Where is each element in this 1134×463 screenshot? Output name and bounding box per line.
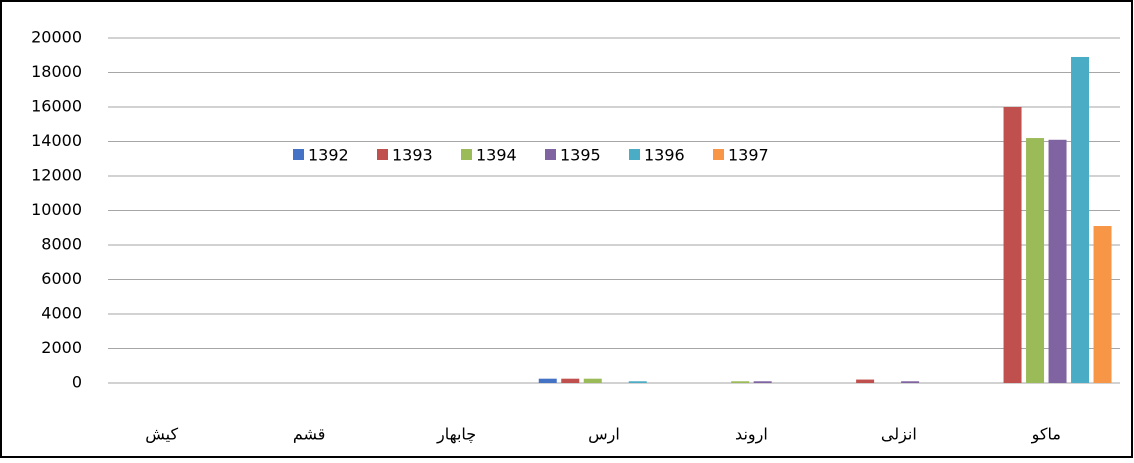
x-tick-label: قشم xyxy=(293,425,326,444)
y-tick-label: 4000 xyxy=(41,304,82,323)
y-tick-label: 8000 xyxy=(41,235,82,254)
legend-swatch xyxy=(461,149,472,160)
legend-swatch xyxy=(629,149,640,160)
y-tick-label: 2000 xyxy=(41,338,82,357)
legend-label: 1397 xyxy=(728,146,769,165)
x-tick-label: چابهار xyxy=(436,425,476,445)
bar xyxy=(901,381,920,383)
bar xyxy=(856,379,875,383)
legend-label: 1393 xyxy=(392,146,433,165)
bar xyxy=(538,378,557,383)
bar xyxy=(1048,139,1067,383)
y-tick-label: 14000 xyxy=(31,131,82,150)
bar xyxy=(1026,138,1045,383)
bar xyxy=(731,381,750,383)
y-tick-label: 20000 xyxy=(31,28,82,47)
x-tick-label: کیش xyxy=(145,425,178,445)
legend-swatch xyxy=(293,149,304,160)
legend-label: 1396 xyxy=(644,146,685,165)
x-tick-label: انزلی xyxy=(881,425,917,445)
legend-swatch xyxy=(713,149,724,160)
y-tick-label: 18000 xyxy=(31,62,82,81)
bar xyxy=(1003,107,1022,383)
legend-label: 1394 xyxy=(476,146,517,165)
bar xyxy=(753,381,772,383)
x-tick-label: ارس xyxy=(588,425,620,445)
y-tick-label: 12000 xyxy=(31,166,82,185)
y-tick-label: 0 xyxy=(72,373,82,392)
y-tick-label: 16000 xyxy=(31,97,82,116)
legend-label: 1395 xyxy=(560,146,601,165)
legend-label: 1392 xyxy=(308,146,349,165)
x-tick-label: ماکو xyxy=(1031,425,1061,445)
y-tick-label: 10000 xyxy=(31,200,82,219)
legend-swatch xyxy=(545,149,556,160)
bar xyxy=(1071,56,1090,383)
bar xyxy=(583,378,602,383)
bar xyxy=(561,378,580,383)
bar xyxy=(1093,226,1112,383)
y-tick-label: 6000 xyxy=(41,269,82,288)
bar xyxy=(628,381,647,383)
x-tick-label: اروند xyxy=(735,425,768,445)
legend-swatch xyxy=(377,149,388,160)
